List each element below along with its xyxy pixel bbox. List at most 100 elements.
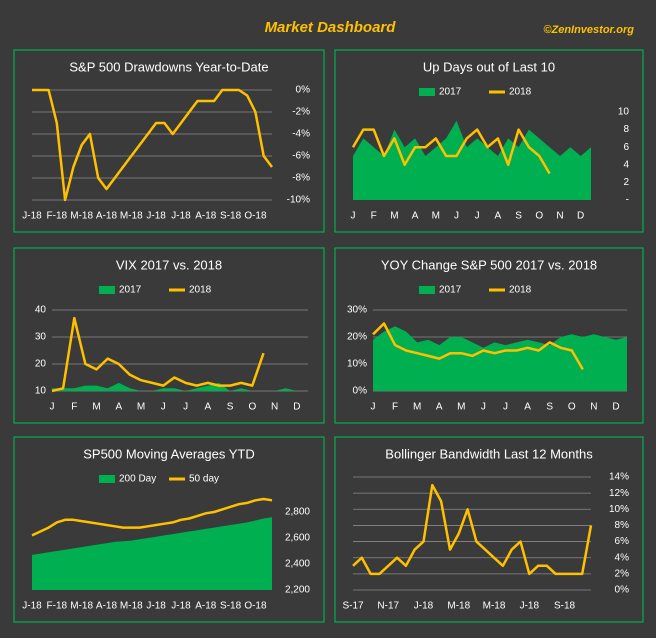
x-tick-label: J (161, 402, 166, 413)
x-tick-label: J (371, 402, 376, 413)
x-tick-label: N (590, 402, 597, 413)
x-tick-label: F (392, 402, 398, 413)
y-tick-label: 14% (609, 472, 629, 483)
x-tick-label: J (503, 402, 508, 413)
x-tick-label: J (351, 211, 356, 222)
x-tick-label: A (495, 211, 502, 222)
legend-label: 2017 (439, 285, 462, 296)
panel-title: SP500 Moving Averages YTD (83, 446, 255, 461)
legend-label: 200 Day (119, 474, 156, 485)
y-tick-label: 0% (353, 386, 368, 397)
x-tick-label: S-17 (342, 601, 364, 612)
credit: ©ZenInvestor.org (543, 24, 634, 36)
y-tick-label: 10 (618, 107, 630, 118)
x-tick-label: A (524, 402, 531, 413)
x-tick-label: S (515, 211, 522, 222)
y-tick-label: 6 (623, 142, 629, 153)
y-tick-label: 20% (347, 332, 367, 343)
x-tick-label: J-18 (171, 211, 191, 222)
x-tick-label: M (413, 402, 421, 413)
y-tick-label: 2,400 (285, 559, 310, 570)
dashboard-title: Market Dashboard (265, 19, 397, 36)
panel-title: S&P 500 Drawdowns Year-to-Date (69, 59, 268, 74)
y-tick-label: 30% (347, 305, 367, 316)
x-tick-label: A (412, 211, 419, 222)
x-tick-label: S (227, 402, 234, 413)
panel (334, 49, 644, 233)
x-tick-label: M (92, 402, 100, 413)
y-tick-label: -4% (292, 129, 310, 140)
y-tick-label: -8% (292, 173, 310, 184)
y-tick-label: 2% (615, 568, 630, 579)
y-tick-label: 10 (35, 386, 47, 397)
legend-label: 2017 (439, 87, 462, 98)
panel (13, 247, 325, 424)
y-tick-label: -10% (287, 195, 310, 206)
legend-swatch (419, 88, 435, 96)
x-tick-label: S-18 (554, 601, 576, 612)
y-tick-label: 2,600 (285, 533, 310, 544)
x-tick-label: F (371, 211, 377, 222)
x-tick-label: F-18 (47, 211, 68, 222)
x-tick-label: O-18 (244, 211, 267, 222)
x-tick-label: M-18 (120, 601, 143, 612)
x-tick-label: M (457, 402, 465, 413)
x-tick-label: A-18 (96, 211, 118, 222)
line (351, 128, 551, 175)
x-tick-label: O (568, 402, 576, 413)
y-tick-label: 0% (615, 585, 630, 596)
legend-label: 2018 (509, 87, 532, 98)
line (31, 497, 273, 537)
panel-title: VIX 2017 vs. 2018 (116, 257, 222, 272)
x-tick-label: J-18 (414, 601, 434, 612)
panel-title: Bollinger Bandwidth Last 12 Months (385, 446, 593, 461)
x-tick-label: J-18 (171, 601, 191, 612)
legend-label: 2017 (119, 285, 142, 296)
x-tick-label: O (535, 211, 543, 222)
y-tick-label: 4 (623, 159, 629, 170)
legend-swatch (99, 475, 115, 483)
x-tick-label: A-18 (195, 601, 217, 612)
x-tick-label: M (432, 211, 440, 222)
area (52, 382, 308, 391)
x-tick-label: A-18 (195, 211, 217, 222)
panel-title: Up Days out of Last 10 (423, 59, 555, 74)
y-tick-label: 6% (615, 536, 630, 547)
x-tick-label: J-18 (146, 211, 166, 222)
y-tick-label: 4% (615, 552, 630, 563)
x-tick-label: M-18 (483, 601, 506, 612)
x-tick-label: J-18 (22, 211, 42, 222)
x-tick-label: N-17 (377, 601, 399, 612)
x-tick-label: J-18 (520, 601, 540, 612)
legend-swatch (419, 286, 435, 294)
x-tick-label: J (475, 211, 480, 222)
x-tick-label: A (115, 402, 122, 413)
x-tick-label: O (248, 402, 256, 413)
line (352, 483, 593, 576)
y-tick-label: 20 (35, 359, 47, 370)
x-tick-label: A (204, 402, 211, 413)
x-tick-label: A (436, 402, 443, 413)
y-tick-label: 30 (35, 332, 47, 343)
area (32, 517, 272, 590)
x-tick-label: D (293, 402, 300, 413)
y-tick-label: 10% (609, 504, 629, 515)
y-tick-label: 0% (296, 85, 311, 96)
x-tick-label: M-18 (120, 211, 143, 222)
x-tick-label: S (546, 402, 553, 413)
x-tick-label: J-18 (22, 601, 42, 612)
panel (334, 436, 644, 623)
y-tick-label: -2% (292, 107, 310, 118)
x-tick-label: D (612, 402, 619, 413)
panel-title: YOY Change S&P 500 2017 vs. 2018 (381, 257, 597, 272)
x-tick-label: J (50, 402, 55, 413)
y-tick-label: 2,200 (285, 585, 310, 596)
legend-label: 2018 (189, 285, 212, 296)
y-tick-label: - (626, 195, 629, 206)
x-tick-label: O-18 (244, 601, 267, 612)
y-tick-label: 12% (609, 488, 629, 499)
x-tick-label: M-18 (70, 601, 93, 612)
x-tick-label: A-18 (96, 601, 118, 612)
y-tick-label: 8 (623, 124, 629, 135)
x-tick-label: M-18 (447, 601, 470, 612)
